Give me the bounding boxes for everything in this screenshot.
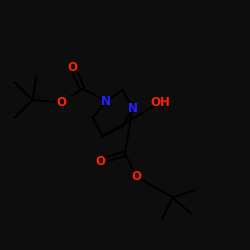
Text: N: N: [101, 95, 111, 108]
Text: O: O: [131, 170, 141, 183]
Text: O: O: [95, 155, 105, 168]
Text: OH: OH: [150, 96, 170, 109]
Text: O: O: [56, 96, 66, 109]
Text: O: O: [68, 61, 78, 74]
Text: N: N: [128, 102, 138, 114]
